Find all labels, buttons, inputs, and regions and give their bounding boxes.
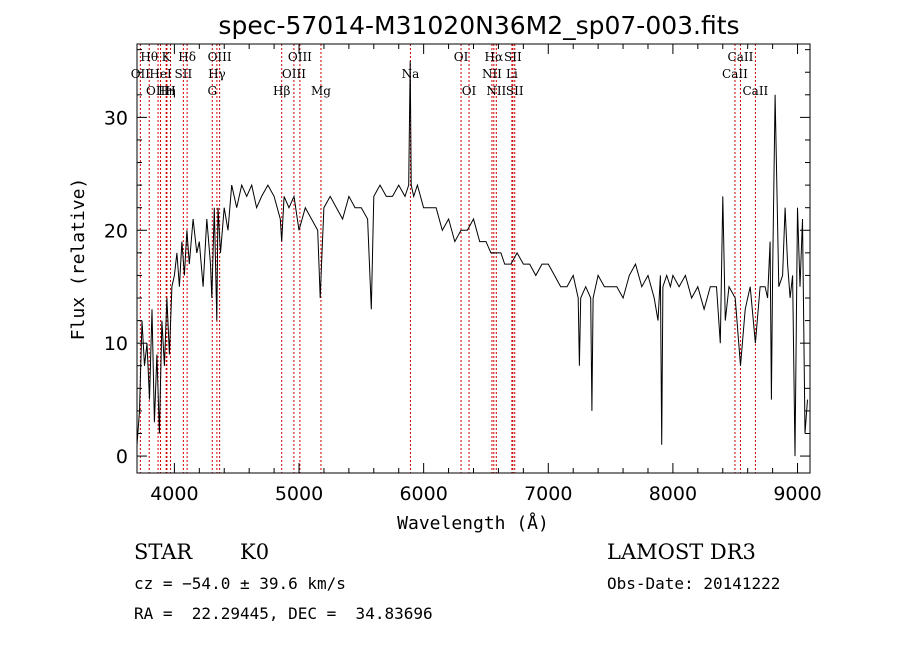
line-label-24: SII [506,84,524,98]
line-label-5: Hη [158,84,176,98]
x-axis-label: Wavelength (Å) [397,512,549,534]
line-label-2: OIII [146,84,170,98]
line-label-12: Hβ [273,84,290,98]
line-label-26: CaII [728,50,754,64]
line-label-7: SII [175,67,193,81]
observation-date: Obs-Date: 20141222 [607,574,781,593]
line-label-10: Hγ [208,67,226,81]
line-label-20: Hα [485,50,504,64]
x-tick-label-2: 6000 [399,483,447,505]
line-label-22: Li [506,67,518,81]
coordinates: RA = 22.29445, DEC = 34.83696 [134,604,433,623]
x-axis-ticks: 4000 5000 6000 7000 8000 9000 [150,44,822,505]
line-label-3: HeI [149,67,172,81]
x-tick-label-4: 8000 [649,483,697,505]
line-label-25: CaII [722,67,748,81]
y-tick-label-3: 30 [104,107,128,129]
spectral-line-markers [139,44,756,473]
survey-name: LAMOST DR3 [607,540,756,564]
line-label-15: Mg [311,84,331,98]
line-label-4: K [162,50,172,64]
y-axis-ticks: 0 10 20 30 [104,49,810,468]
spectral-line-labels: OIIHθOIIIHeIKHηHSIIHδGHγOIIIHβOIIIOIIIMg… [131,50,769,98]
line-label-27: CaII [742,84,768,98]
plot-frame [136,43,811,474]
spectrum-line [136,60,808,457]
line-label-17: OI [454,50,469,64]
line-label-23: SII [504,50,522,64]
x-tick-label-0: 4000 [150,483,198,505]
line-label-11: OIII [208,50,232,64]
line-label-0: OII [131,67,151,81]
y-tick-label-0: 0 [116,446,128,468]
y-tick-label-1: 10 [104,333,128,355]
line-label-18: OI [462,84,477,98]
line-label-6: H [165,84,175,98]
x-tick-label-1: 5000 [275,483,323,505]
line-label-8: Hδ [178,50,196,64]
y-axis-label: Flux (relative) [68,178,89,341]
chart-title: spec-57014-M31020N36M2_sp07-003.fits [218,11,739,40]
x-tick-label-3: 7000 [524,483,572,505]
x-tick-label-5: 9000 [773,483,821,505]
redshift-velocity: cz = −54.0 ± 39.6 km/s [134,574,346,593]
line-label-9: G [207,84,217,98]
line-label-19: NII [482,67,502,81]
line-label-13: OIII [282,67,306,81]
line-label-21: NII [486,84,506,98]
object-class: STAR [134,540,193,564]
line-label-14: OIII [288,50,312,64]
y-tick-label-2: 20 [104,220,128,242]
line-label-1: Hθ [140,50,158,64]
object-subclass: K0 [240,540,270,564]
